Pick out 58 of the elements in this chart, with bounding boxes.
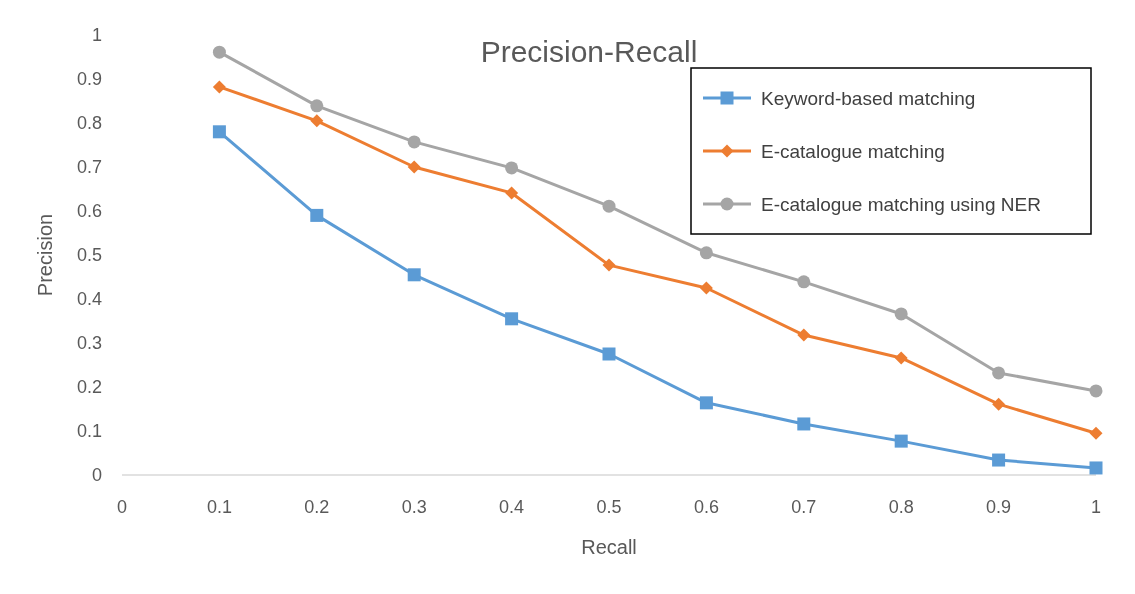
point: [699, 246, 713, 260]
y-tick-label: 1: [91, 25, 102, 45]
y-tick-label: 0.3: [76, 333, 102, 353]
x-tick-label: 0.8: [888, 497, 914, 517]
point: [699, 396, 713, 410]
point: [699, 281, 713, 295]
point: [505, 161, 519, 175]
legend-label: Keyword-based matching: [761, 88, 976, 109]
point: [992, 366, 1006, 380]
x-tick-label: 0.2: [304, 497, 330, 517]
point: [212, 45, 226, 59]
x-tick-label: 0.9: [986, 497, 1012, 517]
point: [894, 351, 908, 365]
point: [310, 99, 324, 113]
y-tick-label: 0.4: [76, 289, 102, 309]
x-tick-label: 1: [1090, 497, 1102, 517]
point: [505, 186, 519, 200]
y-tick-label: 0.8: [76, 113, 102, 133]
y-tick-label: 0.1: [76, 421, 102, 441]
point: [212, 80, 226, 94]
x-tick-label: 0.5: [596, 497, 622, 517]
point: [1089, 384, 1103, 398]
x-tick-label: 0.1: [206, 497, 232, 517]
x-tick-label: 0.6: [693, 497, 719, 517]
point: [1089, 461, 1103, 475]
legend-label: E-catalogue matching: [761, 141, 945, 162]
point: [407, 268, 421, 282]
point: [1089, 426, 1103, 440]
point: [992, 453, 1006, 467]
point: [602, 258, 616, 272]
point: [602, 199, 616, 213]
y-tick-label: 0.6: [76, 201, 102, 221]
y-tick-label: 0.9: [76, 69, 102, 89]
point: [894, 307, 908, 321]
y-tick-label: 0.5: [76, 245, 102, 265]
x-tick-label: 0.4: [499, 497, 525, 517]
x-tick-label: 0.3: [401, 497, 427, 517]
y-axis-title: Precision: [34, 213, 56, 297]
point: [310, 114, 324, 128]
x-axis-title: Recall: [581, 536, 637, 558]
point: [797, 417, 811, 431]
x-tick-label: 0.7: [791, 497, 817, 517]
y-tick-label: 0.7: [76, 157, 102, 177]
point: [992, 397, 1006, 411]
x-tick-label: 0: [116, 497, 128, 517]
point: [797, 328, 811, 342]
point: [894, 434, 908, 448]
point: [407, 135, 421, 149]
point: [310, 208, 324, 222]
point: [212, 125, 226, 139]
point: [797, 275, 811, 289]
legend-label: E-catalogue matching using NER: [761, 194, 1041, 215]
y-tick-label: 0.2: [76, 377, 102, 397]
y-tick-label: 0: [91, 465, 102, 485]
point: [505, 312, 519, 326]
point: [602, 347, 616, 361]
point: [407, 160, 421, 174]
chart-title: Precision-Recall: [480, 35, 698, 68]
